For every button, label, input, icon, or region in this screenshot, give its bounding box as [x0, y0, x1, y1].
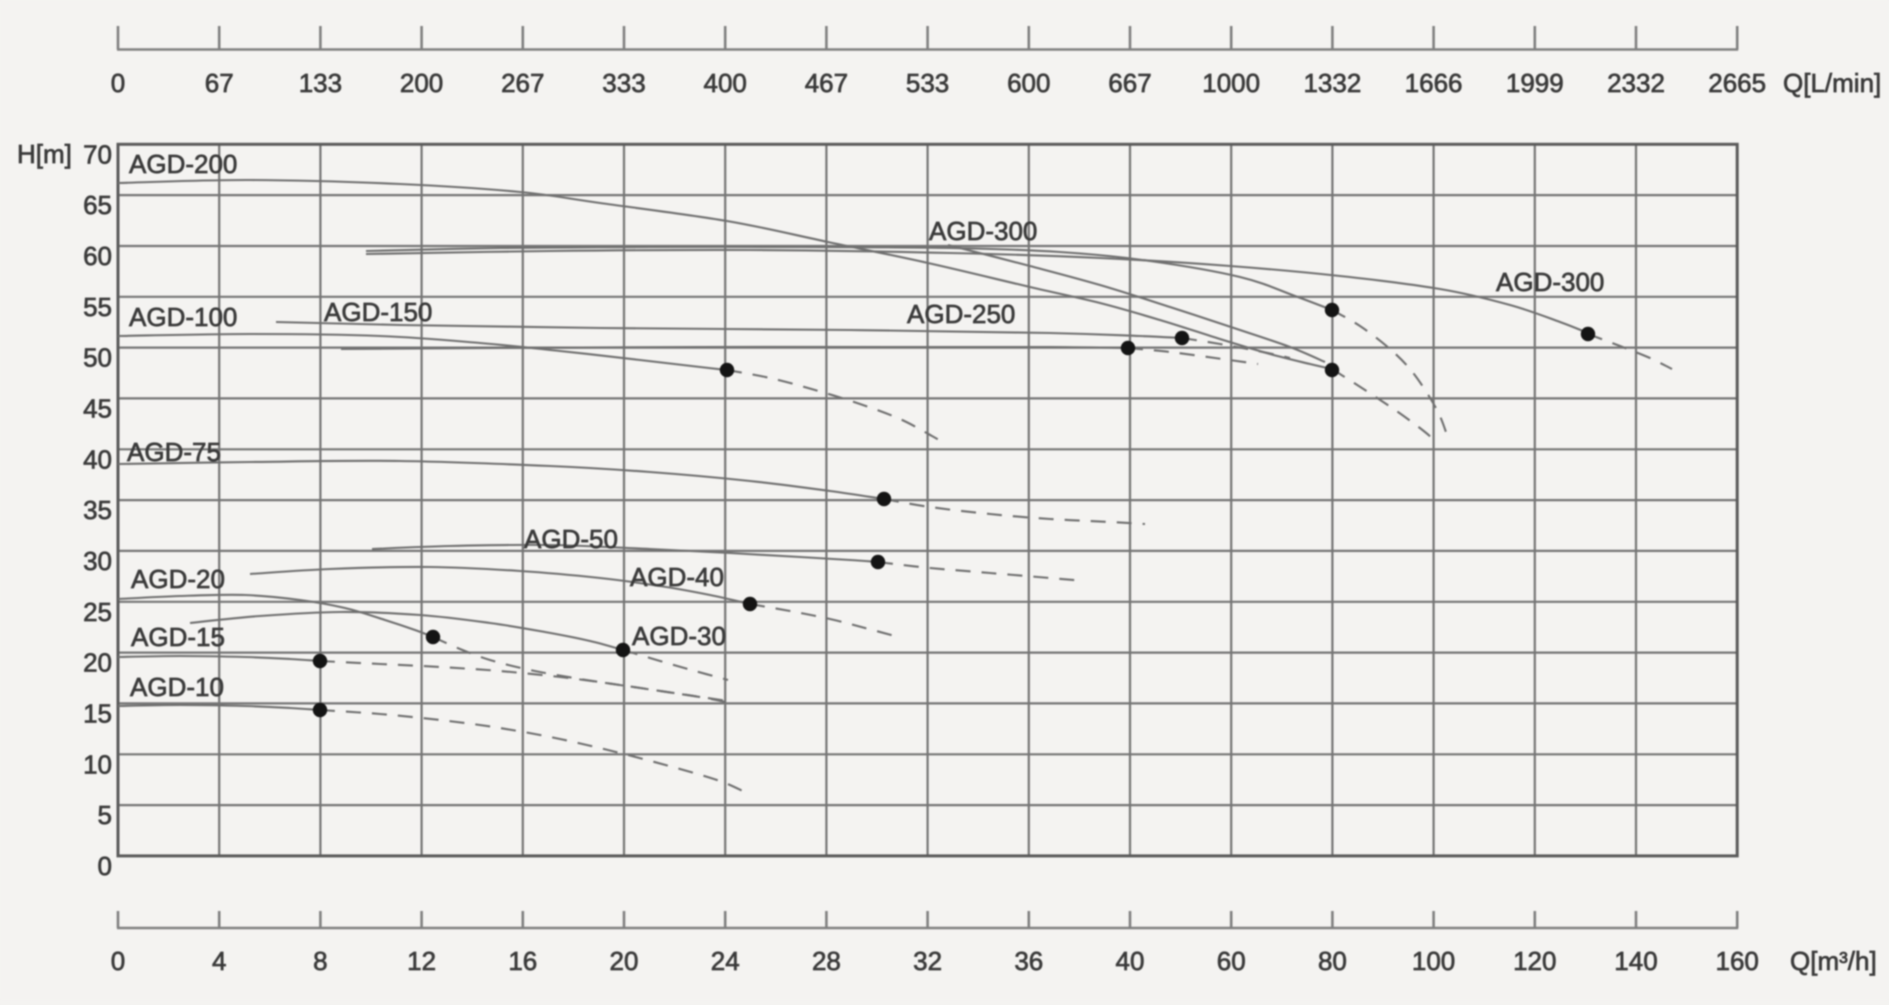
svg-text:AGD-30: AGD-30 [632, 621, 726, 651]
svg-text:5: 5 [98, 800, 112, 830]
svg-text:40: 40 [83, 444, 112, 474]
svg-text:AGD-20: AGD-20 [131, 564, 225, 594]
svg-text:80: 80 [1318, 946, 1347, 976]
svg-text:667: 667 [1108, 68, 1151, 98]
svg-text:100: 100 [1412, 946, 1455, 976]
svg-text:1000: 1000 [1202, 68, 1260, 98]
svg-text:AGD-300: AGD-300 [1496, 267, 1604, 297]
svg-text:2665: 2665 [1708, 68, 1766, 98]
svg-text:AGD-100: AGD-100 [129, 302, 237, 332]
svg-text:120: 120 [1513, 946, 1556, 976]
svg-text:36: 36 [1014, 946, 1043, 976]
svg-text:267: 267 [501, 68, 544, 98]
svg-text:AGD-50: AGD-50 [524, 524, 618, 554]
svg-text:467: 467 [805, 68, 848, 98]
svg-text:0: 0 [111, 68, 125, 98]
svg-text:2332: 2332 [1607, 68, 1665, 98]
svg-text:28: 28 [812, 946, 841, 976]
svg-text:1666: 1666 [1405, 68, 1463, 98]
svg-text:AGD-300: AGD-300 [929, 216, 1037, 246]
svg-text:AGD-10: AGD-10 [130, 672, 224, 702]
svg-text:60: 60 [83, 241, 112, 271]
svg-text:50: 50 [83, 343, 112, 373]
svg-text:25: 25 [83, 597, 112, 627]
svg-text:Q[L/min]: Q[L/min] [1783, 68, 1881, 98]
svg-text:15: 15 [83, 698, 112, 728]
svg-text:160: 160 [1716, 946, 1759, 976]
svg-text:40: 40 [1116, 946, 1145, 976]
svg-text:12: 12 [407, 946, 436, 976]
svg-text:0: 0 [111, 946, 125, 976]
svg-text:16: 16 [508, 946, 537, 976]
svg-text:35: 35 [83, 495, 112, 525]
svg-text:333: 333 [602, 68, 645, 98]
svg-text:45: 45 [83, 393, 112, 423]
svg-text:AGD-250: AGD-250 [907, 299, 1015, 329]
svg-text:67: 67 [205, 68, 234, 98]
svg-text:32: 32 [913, 946, 942, 976]
svg-text:30: 30 [83, 546, 112, 576]
svg-text:600: 600 [1007, 68, 1050, 98]
svg-text:AGD-200: AGD-200 [129, 149, 237, 179]
svg-text:400: 400 [704, 68, 747, 98]
svg-text:55: 55 [83, 292, 112, 322]
svg-text:AGD-75: AGD-75 [127, 437, 221, 467]
svg-text:10: 10 [83, 749, 112, 779]
svg-text:Q[m³/h]: Q[m³/h] [1790, 946, 1877, 976]
svg-text:1332: 1332 [1303, 68, 1361, 98]
svg-text:20: 20 [610, 946, 639, 976]
svg-text:20: 20 [83, 648, 112, 678]
svg-text:AGD-150: AGD-150 [324, 297, 432, 327]
svg-text:H[m]: H[m] [17, 139, 72, 169]
svg-text:65: 65 [83, 190, 112, 220]
svg-text:200: 200 [400, 68, 443, 98]
svg-text:133: 133 [299, 68, 342, 98]
svg-text:24: 24 [711, 946, 740, 976]
svg-text:140: 140 [1614, 946, 1657, 976]
svg-text:4: 4 [212, 946, 226, 976]
svg-text:AGD-15: AGD-15 [131, 622, 225, 652]
svg-text:533: 533 [906, 68, 949, 98]
svg-text:1999: 1999 [1506, 68, 1564, 98]
svg-text:60: 60 [1217, 946, 1246, 976]
svg-text:70: 70 [83, 139, 112, 169]
svg-text:0: 0 [98, 851, 112, 881]
svg-text:8: 8 [313, 946, 327, 976]
svg-text:AGD-40: AGD-40 [630, 562, 724, 592]
